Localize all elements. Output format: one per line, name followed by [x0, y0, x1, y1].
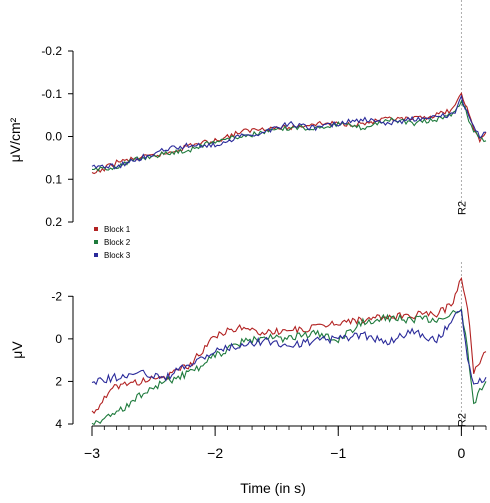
legend-swatch-block-3 [94, 253, 98, 257]
bottom-y-label: μV [9, 341, 25, 359]
bottom-r2-annotation: R2 [456, 413, 468, 427]
series-line-block-1 [91, 92, 487, 175]
top-y-tick-label: -0.2 [41, 44, 62, 58]
legend-label-block-2: Block 2 [104, 238, 131, 247]
top-y-tick-label: 0.1 [45, 172, 62, 186]
top-panel-csd: -0.2 -0.1 0.0 0.1 0.2 μV/cm² R2 [7, 0, 487, 229]
legend-item-block-3: Block 3 [94, 251, 131, 260]
bottom-y-ticks: -2 0 2 4 [51, 289, 73, 431]
legend-item-block-1: Block 1 [94, 225, 131, 234]
top-series-group [91, 92, 487, 175]
legend: Block 1 Block 2 Block 3 [94, 225, 131, 260]
bottom-y-tick-label: 4 [55, 417, 62, 431]
top-y-tick-label: 0.0 [45, 130, 62, 144]
series-line-block-3 [91, 309, 487, 386]
legend-swatch-block-2 [94, 240, 98, 244]
legend-item-block-2: Block 2 [94, 238, 131, 247]
bottom-panel-erp: -2 0 2 4 μV R2 −3 −2 −1 0 Time (in s) [9, 262, 487, 496]
top-y-tick-label: 0.2 [45, 215, 62, 229]
top-y-label: μV/cm² [7, 117, 23, 162]
bottom-y-tick-label: 0 [55, 332, 62, 346]
x-tick-label: −2 [207, 445, 223, 461]
top-y-ticks: -0.2 -0.1 0.0 0.1 0.2 [41, 44, 73, 229]
legend-label-block-3: Block 3 [104, 251, 131, 260]
series-line-block-1 [91, 276, 487, 414]
legend-label-block-1: Block 1 [104, 225, 131, 234]
series-line-block-3 [91, 94, 487, 170]
series-line-block-2 [91, 99, 487, 172]
bottom-series-group [91, 276, 487, 426]
x-tick-label: −1 [330, 445, 346, 461]
bottom-y-tick-label: -2 [51, 289, 62, 303]
bottom-y-tick-label: 2 [55, 374, 62, 388]
top-r2-annotation: R2 [456, 201, 468, 215]
x-tick-label: 0 [457, 445, 465, 461]
legend-swatch-block-1 [94, 227, 98, 231]
x-ticks: −3 −2 −1 0 [84, 426, 487, 461]
x-axis-label: Time (in s) [240, 480, 306, 496]
top-y-tick-label: -0.1 [41, 87, 62, 101]
x-tick-label: −3 [84, 445, 100, 461]
series-line-block-2 [91, 307, 487, 426]
